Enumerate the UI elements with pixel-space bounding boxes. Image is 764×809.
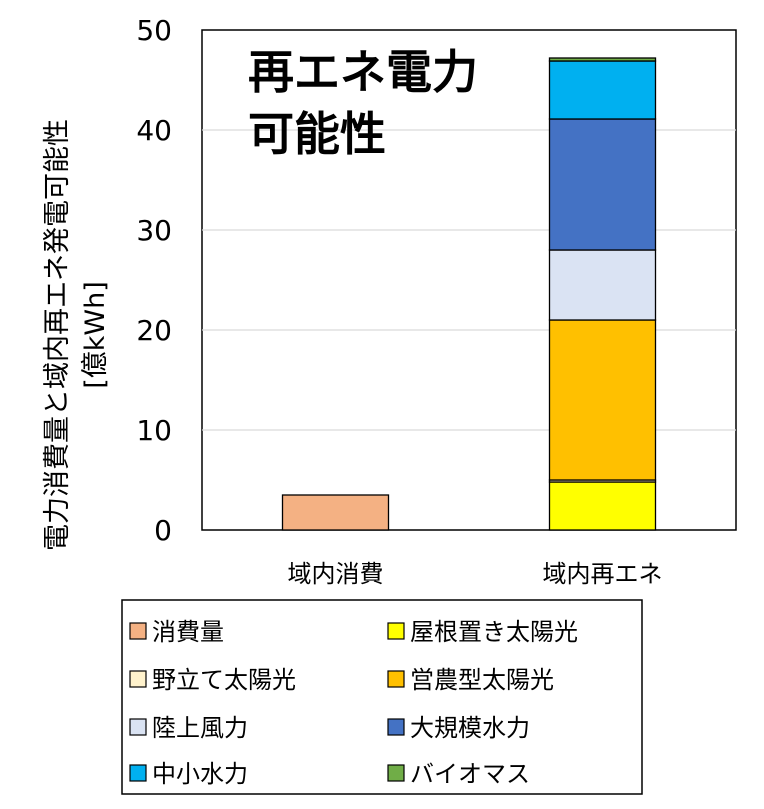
legend-label: 大規模水力 [410,714,530,742]
chart-title-line-2: 可能性 [248,107,386,161]
category-label: 域内消費 [288,560,384,588]
y-tick-label: 0 [154,514,172,547]
legend-label: 野立て太陽光 [152,666,296,694]
legend-swatch [387,670,405,688]
bar-segment [548,319,657,481]
legend-swatch [129,718,147,736]
y-tick-label: 30 [136,214,172,247]
legend-swatch [129,670,147,688]
bar-segment [548,249,657,321]
y-axis-label: 電力消費量と域内再エネ発電可能性 [42,119,73,551]
bar-segment [281,494,390,531]
legend-swatch [129,622,147,640]
y-tick-label: 50 [136,14,172,47]
y-tick-label: 20 [136,314,172,347]
legend-box [121,599,643,795]
y-tick-label: 40 [136,114,172,147]
bars [281,57,657,531]
category-labels: 域内消費 域内再エネ [288,560,663,588]
legend-swatch [129,764,147,782]
legend-label: バイオマス [410,760,530,788]
legend-label: 中小水力 [152,760,248,788]
legend-label: 陸上風力 [152,714,248,742]
legend-swatch [387,764,405,782]
legend-swatch [387,622,405,640]
chart-title-line-1: 再エネ電力 [248,45,478,99]
legend-label: 消費量 [152,618,224,646]
y-axis-unit: [億kWh] [80,281,111,389]
y-tick-label: 10 [136,414,172,447]
bar-segment [548,60,657,120]
legend-label: 屋根置き太陽光 [410,618,578,646]
bar-segment [548,481,657,531]
bar-segment [548,118,657,251]
bar-segment [548,57,657,62]
y-tick-labels: 0 10 20 30 40 50 [136,14,172,547]
legend-swatch [387,718,405,736]
category-label: 域内再エネ [543,560,663,588]
legend-label: 営農型太陽光 [410,666,554,694]
